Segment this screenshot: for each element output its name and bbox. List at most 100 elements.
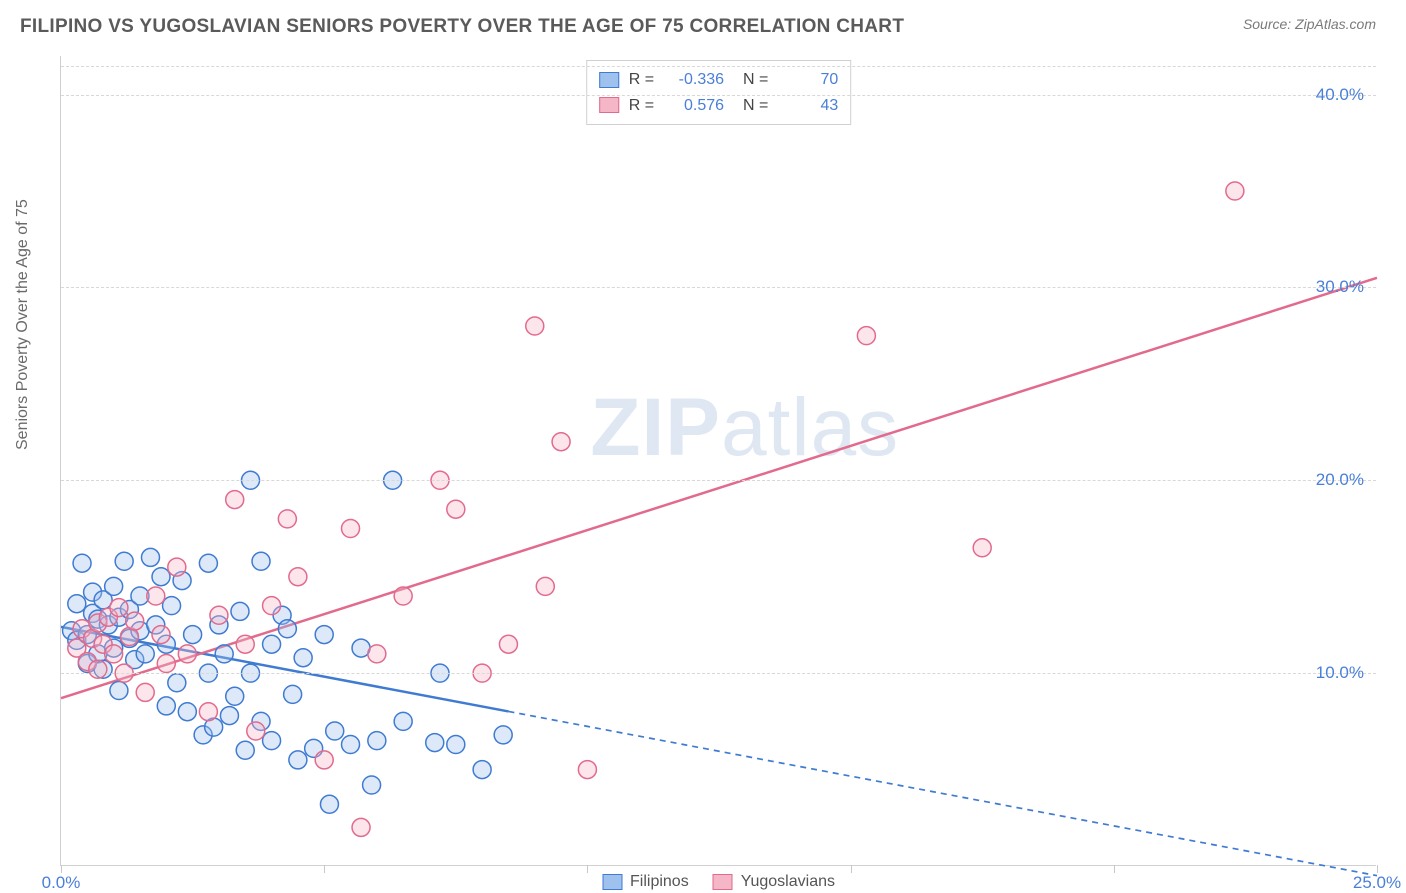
swatch-yugoslavians-bottom <box>713 874 733 890</box>
data-point-filipinos <box>368 732 386 750</box>
data-point-filipinos <box>263 635 281 653</box>
data-point-filipinos <box>278 620 296 638</box>
data-point-yugoslavians <box>578 761 596 779</box>
correlation-legend: R = -0.336 N = 70 R = 0.576 N = 43 <box>586 60 852 125</box>
data-point-filipinos <box>68 595 86 613</box>
data-point-yugoslavians <box>247 722 265 740</box>
trend-line-dashed-filipinos <box>508 711 1377 875</box>
data-point-filipinos <box>184 626 202 644</box>
source-attribution: Source: ZipAtlas.com <box>1243 16 1376 32</box>
data-point-filipinos <box>141 548 159 566</box>
y-tick-label: 30.0% <box>1316 277 1364 297</box>
data-point-filipinos <box>157 697 175 715</box>
gridline-h <box>61 673 1376 674</box>
legend-row-yugoslavians: R = 0.576 N = 43 <box>599 93 839 119</box>
r-value-yugoslavians: 0.576 <box>664 93 724 119</box>
data-point-filipinos <box>231 602 249 620</box>
y-axis-label: Seniors Poverty Over the Age of 75 <box>14 199 32 450</box>
y-tick-label: 40.0% <box>1316 85 1364 105</box>
data-point-yugoslavians <box>152 626 170 644</box>
data-point-filipinos <box>342 736 360 754</box>
swatch-yugoslavians <box>599 97 619 113</box>
data-point-yugoslavians <box>136 683 154 701</box>
data-point-filipinos <box>199 554 217 572</box>
data-point-filipinos <box>215 645 233 663</box>
data-point-yugoslavians <box>126 612 144 630</box>
gridline-h <box>61 66 1376 67</box>
data-point-filipinos <box>220 707 238 725</box>
data-point-yugoslavians <box>105 645 123 663</box>
data-point-filipinos <box>294 649 312 667</box>
swatch-filipinos <box>599 72 619 88</box>
data-point-filipinos <box>152 568 170 586</box>
data-point-yugoslavians <box>342 520 360 538</box>
data-point-filipinos <box>263 732 281 750</box>
data-point-filipinos <box>394 712 412 730</box>
data-point-yugoslavians <box>110 599 128 617</box>
data-point-yugoslavians <box>857 327 875 345</box>
data-point-yugoslavians <box>178 645 196 663</box>
legend-row-filipinos: R = -0.336 N = 70 <box>599 67 839 93</box>
data-point-filipinos <box>494 726 512 744</box>
data-point-yugoslavians <box>236 635 254 653</box>
swatch-filipinos-bottom <box>602 874 622 890</box>
data-point-yugoslavians <box>536 577 554 595</box>
data-point-yugoslavians <box>278 510 296 528</box>
data-point-filipinos <box>105 577 123 595</box>
data-point-yugoslavians <box>1226 182 1244 200</box>
legend-item-filipinos: Filipinos <box>602 873 689 891</box>
y-tick-label: 10.0% <box>1316 663 1364 683</box>
data-point-filipinos <box>110 682 128 700</box>
y-tick-label: 20.0% <box>1316 470 1364 490</box>
chart-plot-area: ZIPatlas R = -0.336 N = 70 R = 0.576 N =… <box>60 56 1376 866</box>
data-point-yugoslavians <box>168 558 186 576</box>
x-tick <box>851 865 852 873</box>
data-point-filipinos <box>236 741 254 759</box>
data-point-filipinos <box>320 795 338 813</box>
data-point-filipinos <box>289 751 307 769</box>
data-point-filipinos <box>178 703 196 721</box>
data-point-filipinos <box>447 736 465 754</box>
data-point-yugoslavians <box>210 606 228 624</box>
data-point-filipinos <box>252 552 270 570</box>
x-tick <box>1114 865 1115 873</box>
data-point-yugoslavians <box>352 818 370 836</box>
gridline-h <box>61 480 1376 481</box>
data-point-yugoslavians <box>368 645 386 663</box>
data-point-filipinos <box>136 645 154 663</box>
data-point-yugoslavians <box>394 587 412 605</box>
series-legend: Filipinos Yugoslavians <box>602 873 835 891</box>
data-point-yugoslavians <box>526 317 544 335</box>
x-tick <box>324 865 325 873</box>
x-tick <box>1377 865 1378 873</box>
data-point-yugoslavians <box>263 597 281 615</box>
data-point-yugoslavians <box>315 751 333 769</box>
data-point-yugoslavians <box>447 500 465 518</box>
data-point-filipinos <box>168 674 186 692</box>
gridline-h <box>61 95 1376 96</box>
r-value-filipinos: -0.336 <box>664 67 724 93</box>
data-point-filipinos <box>473 761 491 779</box>
data-point-yugoslavians <box>199 703 217 721</box>
legend-item-yugoslavians: Yugoslavians <box>713 873 835 891</box>
gridline-h <box>61 287 1376 288</box>
chart-title: FILIPINO VS YUGOSLAVIAN SENIORS POVERTY … <box>20 16 904 38</box>
data-point-yugoslavians <box>226 491 244 509</box>
trend-line-yugoslavians <box>61 278 1377 698</box>
data-point-filipinos <box>326 722 344 740</box>
data-point-filipinos <box>73 554 91 572</box>
x-tick <box>61 865 62 873</box>
data-point-filipinos <box>426 734 444 752</box>
x-tick-label: 25.0% <box>1353 873 1401 893</box>
x-tick <box>587 865 588 873</box>
data-point-filipinos <box>315 626 333 644</box>
data-point-filipinos <box>226 687 244 705</box>
data-point-yugoslavians <box>973 539 991 557</box>
data-point-filipinos <box>363 776 381 794</box>
x-tick-label: 0.0% <box>42 873 81 893</box>
scatter-plot-svg <box>61 56 1376 865</box>
data-point-yugoslavians <box>289 568 307 586</box>
data-point-filipinos <box>115 552 133 570</box>
n-value-filipinos: 70 <box>778 67 838 93</box>
data-point-yugoslavians <box>157 655 175 673</box>
